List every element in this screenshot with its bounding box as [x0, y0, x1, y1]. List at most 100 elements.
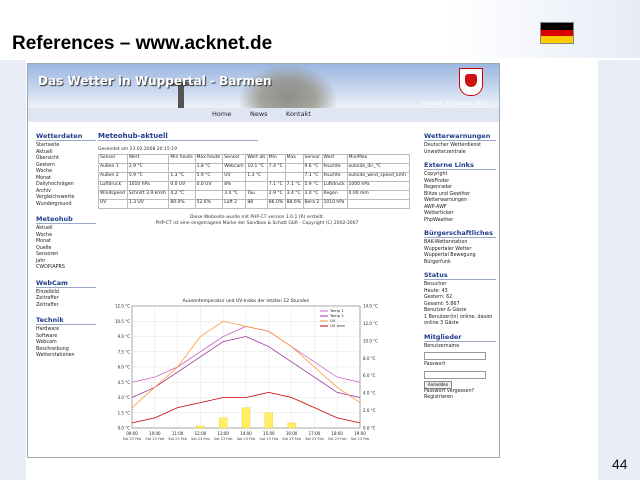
right-link[interactable]: Wetterticker: [424, 211, 454, 216]
left-section-meteohub: Meteohub Aktuell Woche Monat Quelle Sensoren J…: [36, 215, 96, 272]
nav-home[interactable]: Home: [212, 110, 232, 118]
table-cell: 5.9 °C: [302, 181, 323, 191]
table-cell: Tau: [245, 190, 268, 200]
x-tick-date: Sat 23 Feb: [168, 437, 187, 441]
right-link[interactable]: Passwort: [424, 362, 446, 367]
left-link[interactable]: Vergleichswerte: [36, 195, 75, 200]
y-tick-label: 12.0 °C: [115, 304, 130, 309]
left-link[interactable]: Monat: [36, 239, 51, 244]
left-link[interactable]: CWOP/APRS: [36, 265, 65, 270]
lamp-post-image: [178, 82, 184, 108]
german-flag-icon: [540, 22, 574, 44]
left-link[interactable]: Wunderground: [36, 201, 72, 207]
table-cell: 52.6%: [194, 199, 224, 209]
x-tick-label: 19:00: [354, 431, 366, 436]
left-link[interactable]: Zeitraffer: [36, 302, 59, 308]
left-link[interactable]: Sensoren: [36, 252, 59, 257]
left-link[interactable]: Woche: [36, 169, 53, 174]
right-link[interactable]: Wuppertal Bewegung: [424, 253, 476, 258]
left-link[interactable]: Zeitraffer: [36, 296, 59, 301]
right-link[interactable]: Benutzer & Gäste: [424, 308, 467, 313]
right-link[interactable]: Wetterwarnungen: [424, 198, 468, 203]
left-section-title: Wetterdaten: [36, 132, 96, 141]
table-cell: 3.0 °C: [302, 190, 323, 200]
x-tick-label: 18:00: [331, 431, 343, 436]
left-link[interactable]: Hardware: [36, 327, 60, 332]
right-link[interactable]: Registrieren: [424, 395, 453, 400]
table-header-cell: Sensor: [302, 154, 323, 164]
left-link[interactable]: Aktuell: [36, 226, 53, 231]
legend-label: Temp 1: [329, 308, 344, 313]
right-link[interactable]: PhpWeather: [424, 217, 454, 223]
x-tick-date: Sat 23 Feb: [305, 437, 324, 441]
left-link[interactable]: Startseite: [36, 143, 60, 148]
left-link[interactable]: Monat: [36, 175, 51, 181]
right-section-title: Mitglieder: [424, 333, 496, 342]
left-link[interactable]: Übersicht: [36, 156, 59, 161]
table-cell: [194, 190, 224, 200]
left-link[interactable]: Gestern: [36, 162, 55, 168]
table-cell: 7.1 °C: [302, 172, 323, 182]
left-link[interactable]: Webcam: [36, 340, 57, 345]
table-header-cell: Max: [284, 154, 304, 164]
main-content: Meteohub-aktuell Gesendet am 23.02.2008 …: [98, 132, 416, 227]
right-link[interactable]: BAK-Wetterstation: [424, 240, 468, 245]
table-cell: 1000 hPa: [346, 181, 411, 191]
right-link[interactable]: Heute: 43: [424, 288, 448, 294]
x-tick-date: Sat 23 Feb: [282, 437, 301, 441]
left-link[interactable]: Einzelbild: [36, 289, 59, 295]
sun-bar: [219, 417, 228, 429]
left-link[interactable]: Quelle: [36, 245, 52, 251]
right-link[interactable]: Deutscher Wetterdienst: [424, 143, 481, 148]
table-cell: Bera 2: [302, 199, 323, 209]
left-link[interactable]: Archiv: [36, 188, 51, 194]
right-link[interactable]: Regenradar: [424, 185, 452, 190]
left-section-title: WebCam: [36, 279, 96, 288]
left-link[interactable]: Dailyhochrägen: [36, 182, 74, 187]
right-link[interactable]: Copyright: [424, 172, 448, 177]
table-cell: UV: [98, 199, 128, 209]
right-link[interactable]: Passwort vergessen?: [424, 388, 475, 394]
table-cell: outside_wind_speed_kmh: [346, 172, 411, 182]
table-cell: 2.9 °C: [126, 163, 170, 173]
right-link[interactable]: Wuppertaler Wetter: [424, 246, 472, 252]
site-nav: Home News Kontakt: [28, 108, 499, 122]
login-button[interactable]: Anmelden: [424, 380, 452, 389]
right-link[interactable]: Benutzername: [424, 343, 460, 349]
right-link[interactable]: Gesamt: 5.867: [424, 301, 460, 307]
table-cell: 1.3 UV: [126, 199, 170, 209]
right-link[interactable]: online 3 Gäste: [424, 321, 459, 326]
left-link[interactable]: Wetterstationen: [36, 353, 75, 358]
nav-news[interactable]: News: [250, 110, 268, 118]
table-cell: 9.6 °C: [302, 163, 323, 173]
password-input[interactable]: [424, 370, 486, 379]
slide-title: References – www.acknet.de: [12, 33, 273, 54]
right-link[interactable]: Unwetterzentrale: [424, 149, 466, 155]
table-cell: 5.9 °C: [194, 172, 224, 182]
left-link[interactable]: Beschreibung: [36, 346, 69, 352]
sun-bar: [264, 412, 273, 429]
right-link[interactable]: Bürgerfunk: [424, 259, 451, 265]
right-link[interactable]: Besucher: [424, 282, 447, 287]
right-link[interactable]: Gestern: 62: [424, 295, 453, 300]
table-header-cell: Min: [266, 154, 286, 164]
right-link[interactable]: 1 Benutzer(in) online, davon: [424, 314, 493, 320]
left-link[interactable]: Software: [36, 333, 58, 339]
left-link[interactable]: Woche: [36, 232, 53, 238]
table-cell: Luftdruck: [98, 181, 128, 191]
table-header-cell: Min/Max: [346, 154, 411, 164]
nav-kontakt[interactable]: Kontakt: [286, 110, 311, 118]
table-header-cell: Sensor: [98, 154, 128, 164]
right-link[interactable]: AWP-AWF: [424, 204, 447, 210]
right-link[interactable]: Blitze und Gewitter: [424, 191, 471, 197]
x-tick-label: 10:00: [149, 431, 161, 436]
username-input[interactable]: [424, 352, 486, 360]
x-tick-label: 14:00: [240, 431, 252, 436]
right-link[interactable]: WebFinder: [424, 178, 450, 184]
y-tick-label: 0.0 °C: [118, 426, 131, 431]
table-cell: 1010 hPa: [126, 181, 170, 191]
trees-image: [238, 64, 338, 108]
left-link[interactable]: Jahr: [36, 258, 46, 264]
left-link[interactable]: Aktuell: [36, 149, 53, 155]
chart-title: Aussentemperatur und UV-Index der letzte…: [183, 298, 310, 304]
